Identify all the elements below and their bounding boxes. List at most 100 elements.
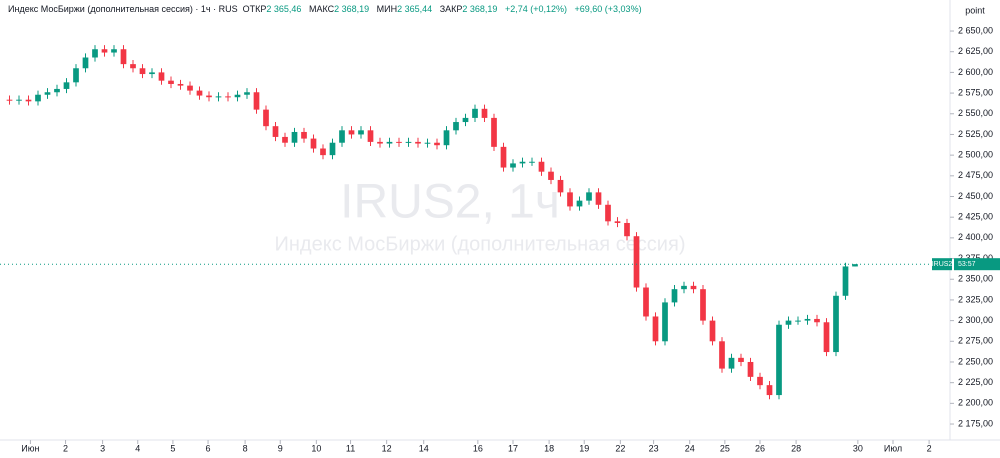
y-tick-label: 2 175,00 [958,418,993,428]
y-tick-label: 2 200,00 [958,398,993,408]
x-tick-label: 10 [311,443,321,453]
candle-body [652,316,659,342]
watermark-subtitle: Индекс МосБиржи (дополнительная сессия) [275,233,686,255]
y-tick-label: 2 275,00 [958,336,993,346]
x-tick-label: 3 [100,443,105,453]
x-tick-label: 8 [243,443,248,453]
candle-body [510,163,516,168]
candle-body [35,94,41,102]
candle-body [472,108,478,118]
x-tick-label: 24 [685,443,695,453]
x-tick-label: 2 [927,443,932,453]
candle-body [538,161,545,172]
candle-body [453,122,459,131]
unit-label: point [965,5,985,15]
x-tick-label: 6 [206,443,211,453]
candle-body [196,90,203,96]
watermark: IRUS2, 1ч [340,176,560,229]
x-tick-label: 5 [170,443,175,453]
y-tick-label: 2 400,00 [958,232,993,242]
candle-body [633,236,640,288]
candle-body [405,141,412,143]
candle-body [92,49,98,58]
candle-body [766,385,773,396]
candle-body [700,289,706,321]
candle-body [814,318,820,323]
candle-body [177,83,184,86]
x-tick-label: 9 [278,443,283,453]
candle-body [500,146,507,168]
candle-body [149,72,155,75]
legend-label: ОТКР [242,4,267,14]
candle-body [728,357,735,369]
legend-label: МИН [376,4,398,14]
candle-body [557,179,564,193]
candle-body [795,320,801,322]
candle-body [605,204,611,222]
legend-value: 2 368,19 [462,4,498,14]
candle-body [852,264,858,267]
candle-body [415,141,421,144]
candle-body [16,99,22,101]
candle-body [234,94,241,98]
candle-body [82,57,89,69]
candle-body [709,320,716,342]
x-tick-label: Июл [884,443,902,453]
candle-body [25,99,32,102]
x-tick-label: 2 [63,443,68,453]
y-tick-label: 2 375,00 [958,253,993,263]
y-tick-label: 2 525,00 [958,129,993,139]
legend: Индекс МосБиржи (дополнительная сессия) … [8,4,647,14]
x-tick-label: 17 [508,443,518,453]
candle-body [215,96,222,98]
candle-body [111,49,117,53]
price-tag-bg [954,258,1000,271]
y-tick-label: 2 600,00 [958,67,993,77]
candle-body [358,130,364,135]
candle-body [120,49,127,65]
candle-body [823,322,830,353]
candle-body [386,141,393,144]
candle-body [225,96,231,98]
candle-body [785,320,792,325]
candle-body [548,171,554,180]
x-tick-label: 19 [579,443,589,453]
candle-body [434,142,440,146]
candle-body [443,130,450,146]
x-tick-label: 18 [544,443,554,453]
candle-body [614,221,621,223]
candle-body [6,99,13,101]
candle-body [348,130,355,135]
candle-body [263,109,269,127]
candle-body [206,95,212,98]
x-tick-label: 12 [382,443,392,453]
x-tick-label: Июн [21,443,39,453]
candle-body [624,222,630,237]
candle-body [63,82,70,89]
candle-body [491,117,497,147]
candle-body [842,266,849,296]
candle-body [529,161,535,163]
y-tick-label: 2 500,00 [958,150,993,160]
x-tick-label: 14 [419,443,429,453]
x-tick-label: 23 [649,443,659,453]
candle-body [367,130,374,142]
candle-body [681,285,687,290]
y-tick-label: 2 325,00 [958,294,993,304]
y-tick-label: 2 475,00 [958,170,993,180]
candle-body [54,88,60,93]
y-tick-label: 2 575,00 [958,87,993,97]
x-tick-label: 28 [791,443,801,453]
legend-change-total: +69,60 (+3,03%) [574,4,642,14]
candle-body [576,200,583,207]
price-tag-symbol: IRUS2 [932,261,953,268]
candle-body [757,376,763,386]
y-tick-label: 2 625,00 [958,46,993,56]
x-tick-label: 4 [135,443,140,453]
x-tick-label: 16 [473,443,483,453]
candle-body [747,361,754,377]
candle-body [253,92,260,110]
candle-body [424,142,431,144]
